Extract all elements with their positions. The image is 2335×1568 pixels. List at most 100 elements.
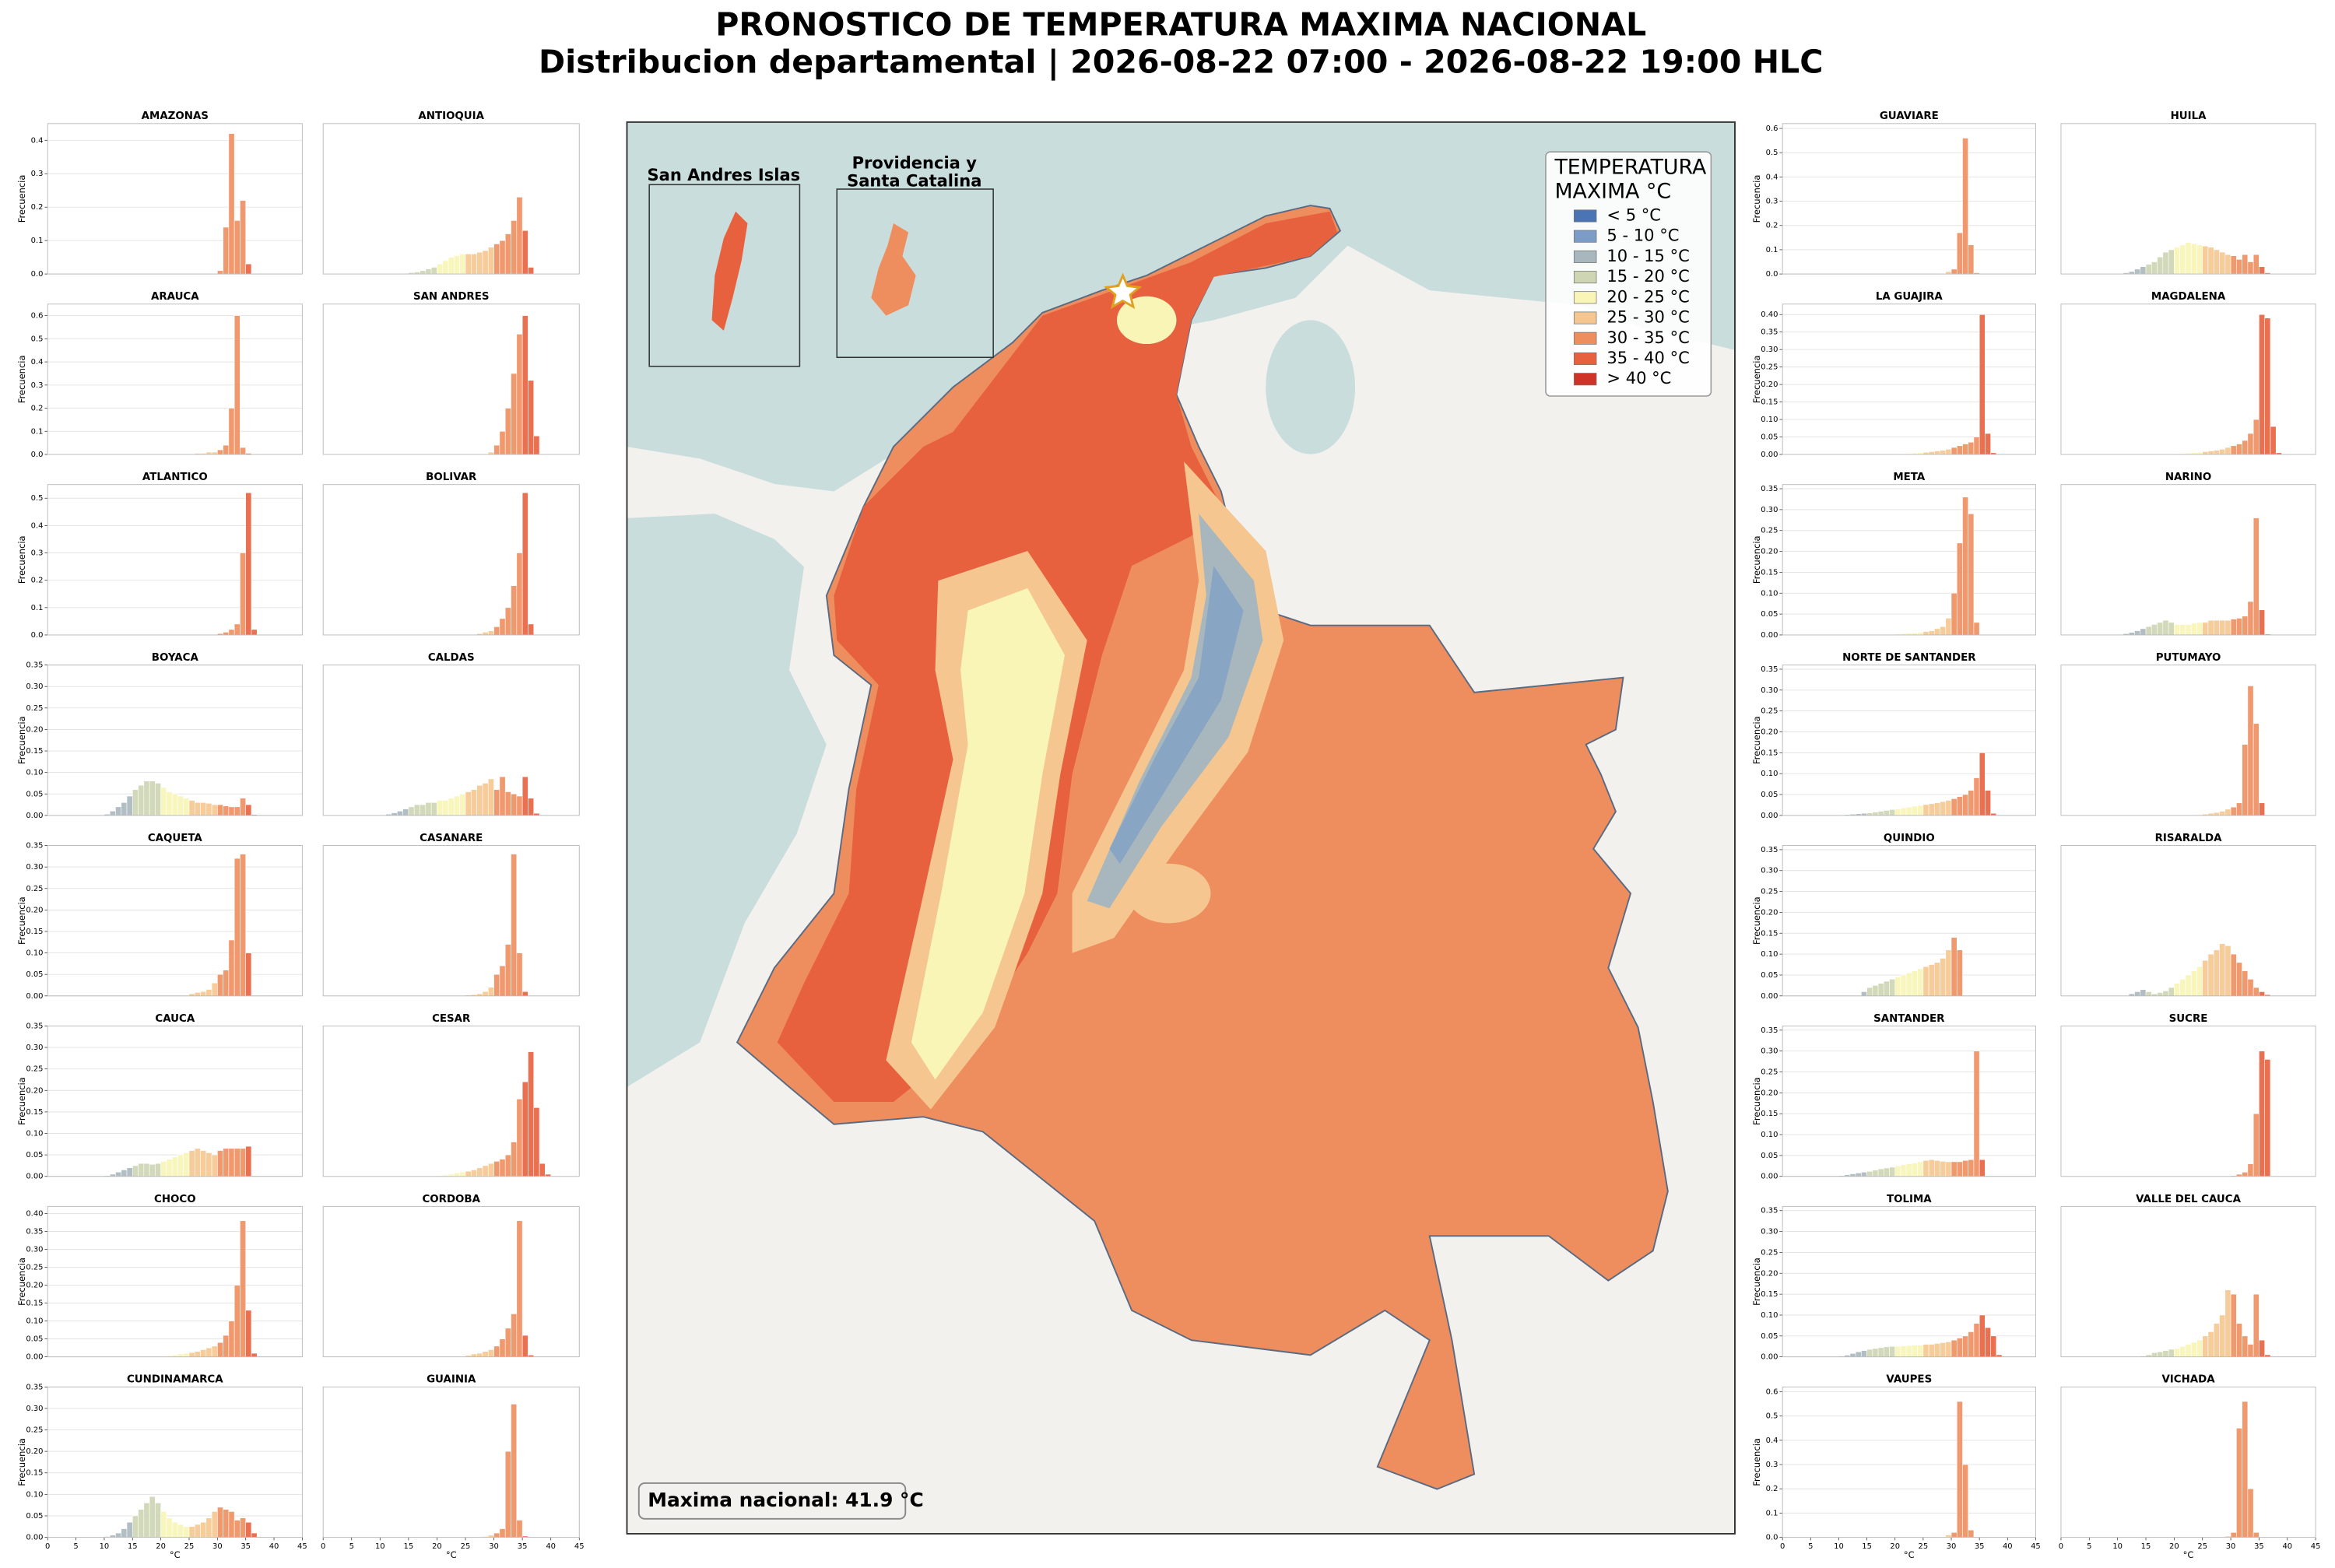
bar (1872, 1170, 1879, 1177)
bar (1979, 314, 1986, 455)
x-tick-label: 20 (1890, 1542, 1900, 1551)
legend-swatch (1573, 230, 1597, 243)
y-tick-label: 0.15 (1761, 749, 1778, 757)
bar (1889, 1166, 1896, 1177)
bar (234, 623, 241, 636)
bar (1956, 232, 1963, 275)
y-tick-label: 0.20 (1761, 548, 1778, 556)
x-tick-label: 35 (518, 1542, 528, 1551)
bar (223, 632, 230, 636)
bar (493, 626, 500, 636)
histogram-panel: CESAR (322, 1013, 580, 1177)
histogram-panel: HUILA (2060, 110, 2316, 275)
bar (2190, 623, 2197, 636)
histogram-panel: TOLIMA 0.00 0.05 0.10 0.15 0.20 0.25 0.30 0.35 Fr… (1751, 1194, 2036, 1362)
histogram-panel: ANTIOQUIA (322, 110, 580, 275)
bar (1912, 805, 1918, 816)
bar (1956, 949, 1963, 997)
y-tick-label: 0.05 (1761, 1332, 1778, 1341)
plot-frame (1782, 845, 2036, 997)
bar (1905, 806, 1912, 816)
bar (476, 1167, 483, 1177)
inset-box (836, 188, 994, 359)
bar (2230, 255, 2237, 275)
bar (1956, 796, 1963, 816)
y-tick-label: 0.1 (1766, 1509, 1778, 1517)
y-tick-label: 0.15 (26, 928, 43, 936)
bar (1928, 964, 1935, 997)
bar (1962, 496, 1968, 636)
plot-frame (2060, 845, 2316, 997)
bar (245, 263, 252, 275)
bar (487, 778, 494, 816)
histogram-panel: BOYACA 0.00 0.05 0.10 0.15 0.20 0.25 0.30 0.35 Fr… (16, 652, 303, 820)
x-tick-label: 15 (2141, 1542, 2151, 1551)
bar (2207, 1331, 2214, 1357)
histogram-panel: ATLANTICO 0.0 0.1 0.2 0.3 0.4 0.5 Frecuencia (16, 472, 303, 640)
x-axis-label: °C (2183, 1549, 2194, 1560)
bar (240, 1148, 246, 1177)
x-tick-label: 30 (489, 1542, 499, 1551)
bar (251, 1532, 258, 1538)
bar (160, 787, 167, 816)
bar (448, 798, 455, 816)
bar (1973, 777, 1980, 816)
bar (1973, 1323, 1980, 1357)
bar (1928, 803, 1935, 816)
plot-area (2060, 1387, 2316, 1538)
bar (1945, 949, 1952, 997)
plot-area (2060, 484, 2316, 635)
bar (1934, 802, 1940, 816)
histogram-panel: AMAZONAS 0.0 0.1 0.2 0.3 0.4 Frecuencia (16, 110, 303, 279)
inset-title: Santa Catalina (847, 170, 981, 190)
bar (1934, 962, 1940, 997)
bar (200, 802, 207, 816)
histogram-panel: CUNDINAMARCA 0.00 0.05 0.10 0.15 0.20 0.25 0.30… (16, 1374, 307, 1560)
bar (200, 1521, 207, 1538)
bar (149, 780, 156, 816)
bar (1934, 628, 1940, 636)
bar (1912, 970, 1918, 997)
bar (2264, 317, 2271, 455)
bar (240, 447, 246, 455)
bar (1940, 450, 1947, 455)
bar (223, 805, 230, 816)
bar (2236, 618, 2242, 636)
bar (1956, 1161, 1963, 1177)
x-tick-label: 30 (1947, 1542, 1957, 1551)
bar (234, 315, 241, 455)
x-tick-label: 35 (2254, 1542, 2264, 1551)
y-tick-label: 0.05 (1761, 433, 1778, 442)
histogram-panel: CAQUETA 0.00 0.05 0.10 0.15 0.20 0.25 0.30 0.35 F… (16, 833, 303, 1001)
bar (2252, 517, 2260, 636)
histogram-panel: RISARALDA (2060, 833, 2316, 997)
annotation: Maxima nacional: 41.9 °C (648, 1489, 923, 1511)
bar (2140, 628, 2147, 636)
x-tick-label: 5 (2087, 1542, 2091, 1551)
bar (2202, 245, 2209, 275)
x-tick-label: 25 (184, 1542, 195, 1551)
panel-title: CALDAS (428, 652, 475, 664)
bar (437, 800, 444, 816)
y-tick-label: 0.35 (26, 1383, 43, 1391)
inset-island (711, 211, 748, 331)
bar (1985, 433, 1991, 455)
y-tick-label: 0.25 (26, 1426, 43, 1435)
y-tick-label: 0.05 (26, 970, 43, 979)
bar (1956, 542, 1963, 636)
bar (516, 952, 523, 997)
y-tick-label: 0.4 (31, 521, 44, 530)
legend-swatch (1573, 209, 1597, 223)
bar (1968, 244, 1975, 275)
y-tick-label: 0.15 (26, 1108, 43, 1117)
y-tick-label: 0.5 (1766, 1412, 1778, 1421)
map: San Andres Islas Providencia y Santa Cat… (626, 121, 1736, 1535)
map-sea (627, 121, 1735, 1087)
bar (430, 267, 437, 275)
bar (211, 804, 218, 816)
bar (1872, 985, 1879, 997)
y-tick-label: 0.2 (1766, 1485, 1778, 1493)
bar (2259, 991, 2265, 997)
bar (2236, 444, 2242, 455)
bar (2264, 1059, 2271, 1177)
